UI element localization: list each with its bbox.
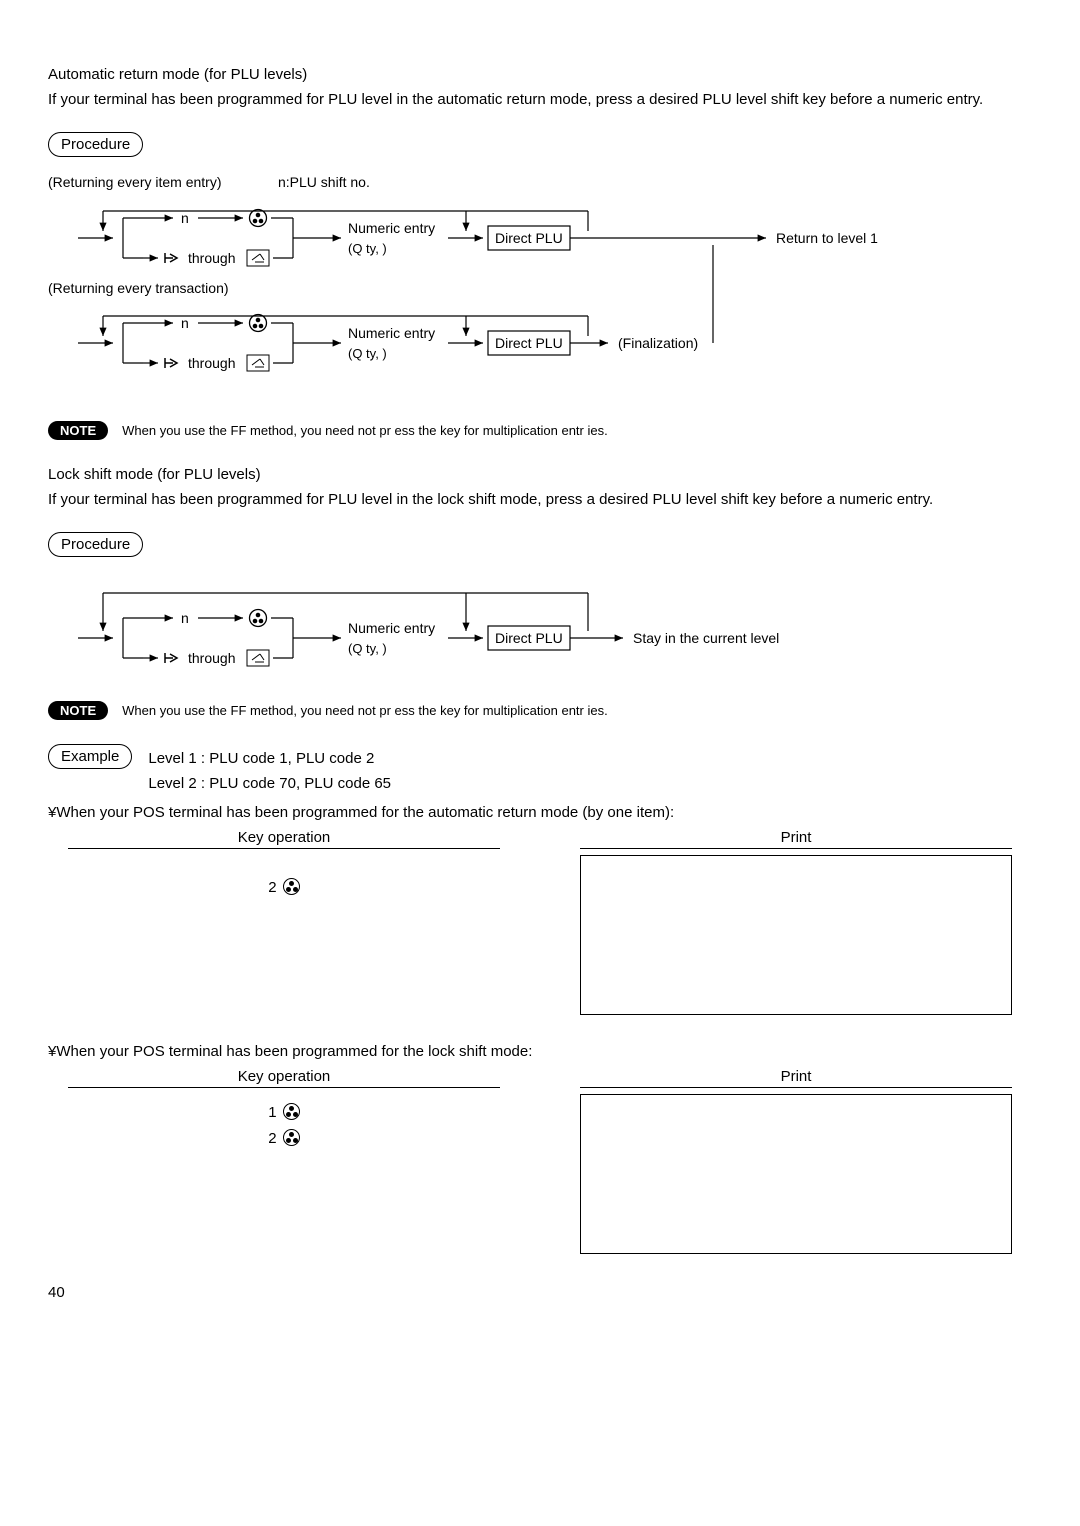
note-badge: NOTE: [48, 421, 108, 440]
example-intro-2: ¥When your POS terminal has been program…: [48, 1041, 1032, 1062]
keyop-content-2: 1 2: [48, 1094, 520, 1151]
keyop-content-1: 2: [48, 855, 520, 901]
svg-text:Numeric entry: Numeric entry: [348, 220, 435, 236]
caption-plu-shift-no: n:PLU shift no.: [278, 174, 370, 190]
col-print-2: Print: [580, 1068, 1012, 1088]
note-badge-2: NOTE: [48, 701, 108, 720]
print-box-1: [580, 855, 1012, 1015]
print-box-2: [580, 1094, 1012, 1254]
svg-text:(Q ty, ): (Q ty, ): [348, 641, 387, 656]
svg-text:n: n: [181, 610, 189, 626]
level-icon: [283, 878, 300, 895]
svg-text:Direct PLU: Direct PLU: [495, 630, 563, 646]
auto-return-body: If your terminal has been programmed for…: [48, 89, 1032, 110]
svg-text:through: through: [188, 250, 235, 266]
note-text-1: When you use the FF method, you need not…: [122, 423, 1032, 438]
svg-text:(Q ty, ): (Q ty, ): [348, 346, 387, 361]
svg-text:Return to level 1: Return to level 1: [776, 230, 878, 246]
lock-shift-body: If your terminal has been programmed for…: [48, 489, 1032, 510]
svg-text:Numeric entry: Numeric entry: [348, 620, 435, 636]
lock-shift-heading: Lock shift mode (for PLU levels): [48, 464, 1032, 485]
auto-return-heading: Automatic return mode (for PLU levels): [48, 64, 1032, 85]
example-line-2: Level 2 : PLU code 70, PLU code 65: [148, 773, 391, 794]
svg-text:(Finalization): (Finalization): [618, 335, 698, 351]
col-print-1: Print: [580, 829, 1012, 849]
diagram-lock-shift: n through Numeric entry (Q ty, ) Direct …: [48, 573, 1032, 683]
svg-text:Stay in the current level: Stay in the current level: [633, 630, 779, 646]
svg-text:n: n: [181, 315, 189, 331]
example-table-1: Key operation 2 Print: [48, 829, 1032, 1015]
procedure-pill-2: Procedure: [48, 532, 143, 557]
level-icon: [283, 1103, 300, 1120]
svg-text:Numeric entry: Numeric entry: [348, 325, 435, 341]
caption-returning-item: (Returning every item entry): [48, 174, 222, 190]
col-keyop-2: Key operation: [68, 1068, 500, 1088]
svg-text:Direct PLU: Direct PLU: [495, 335, 563, 351]
note-2: NOTE When you use the FF method, you nee…: [48, 701, 1032, 720]
example-line-1: Level 1 : PLU code 1, PLU code 2: [148, 748, 391, 769]
svg-text:through: through: [188, 355, 235, 371]
note-1: NOTE When you use the FF method, you nee…: [48, 421, 1032, 440]
svg-text:n: n: [181, 210, 189, 226]
svg-text:through: through: [188, 650, 235, 666]
note-text-2: When you use the FF method, you need not…: [122, 703, 1032, 718]
diagram-auto-return: (Returning every item entry) n:PLU shift…: [48, 173, 1032, 403]
svg-text:(Q ty, ): (Q ty, ): [348, 241, 387, 256]
col-keyop-1: Key operation: [68, 829, 500, 849]
caption-returning-transaction: (Returning every transaction): [48, 280, 229, 296]
level-icon: [283, 1129, 300, 1146]
page-number: 40: [48, 1284, 1032, 1301]
svg-text:Direct PLU: Direct PLU: [495, 230, 563, 246]
example-table-2: Key operation 1 2 Print: [48, 1068, 1032, 1254]
procedure-pill-1: Procedure: [48, 132, 143, 157]
example-intro-1: ¥When your POS terminal has been program…: [48, 802, 1032, 823]
example-pill: Example: [48, 744, 132, 769]
